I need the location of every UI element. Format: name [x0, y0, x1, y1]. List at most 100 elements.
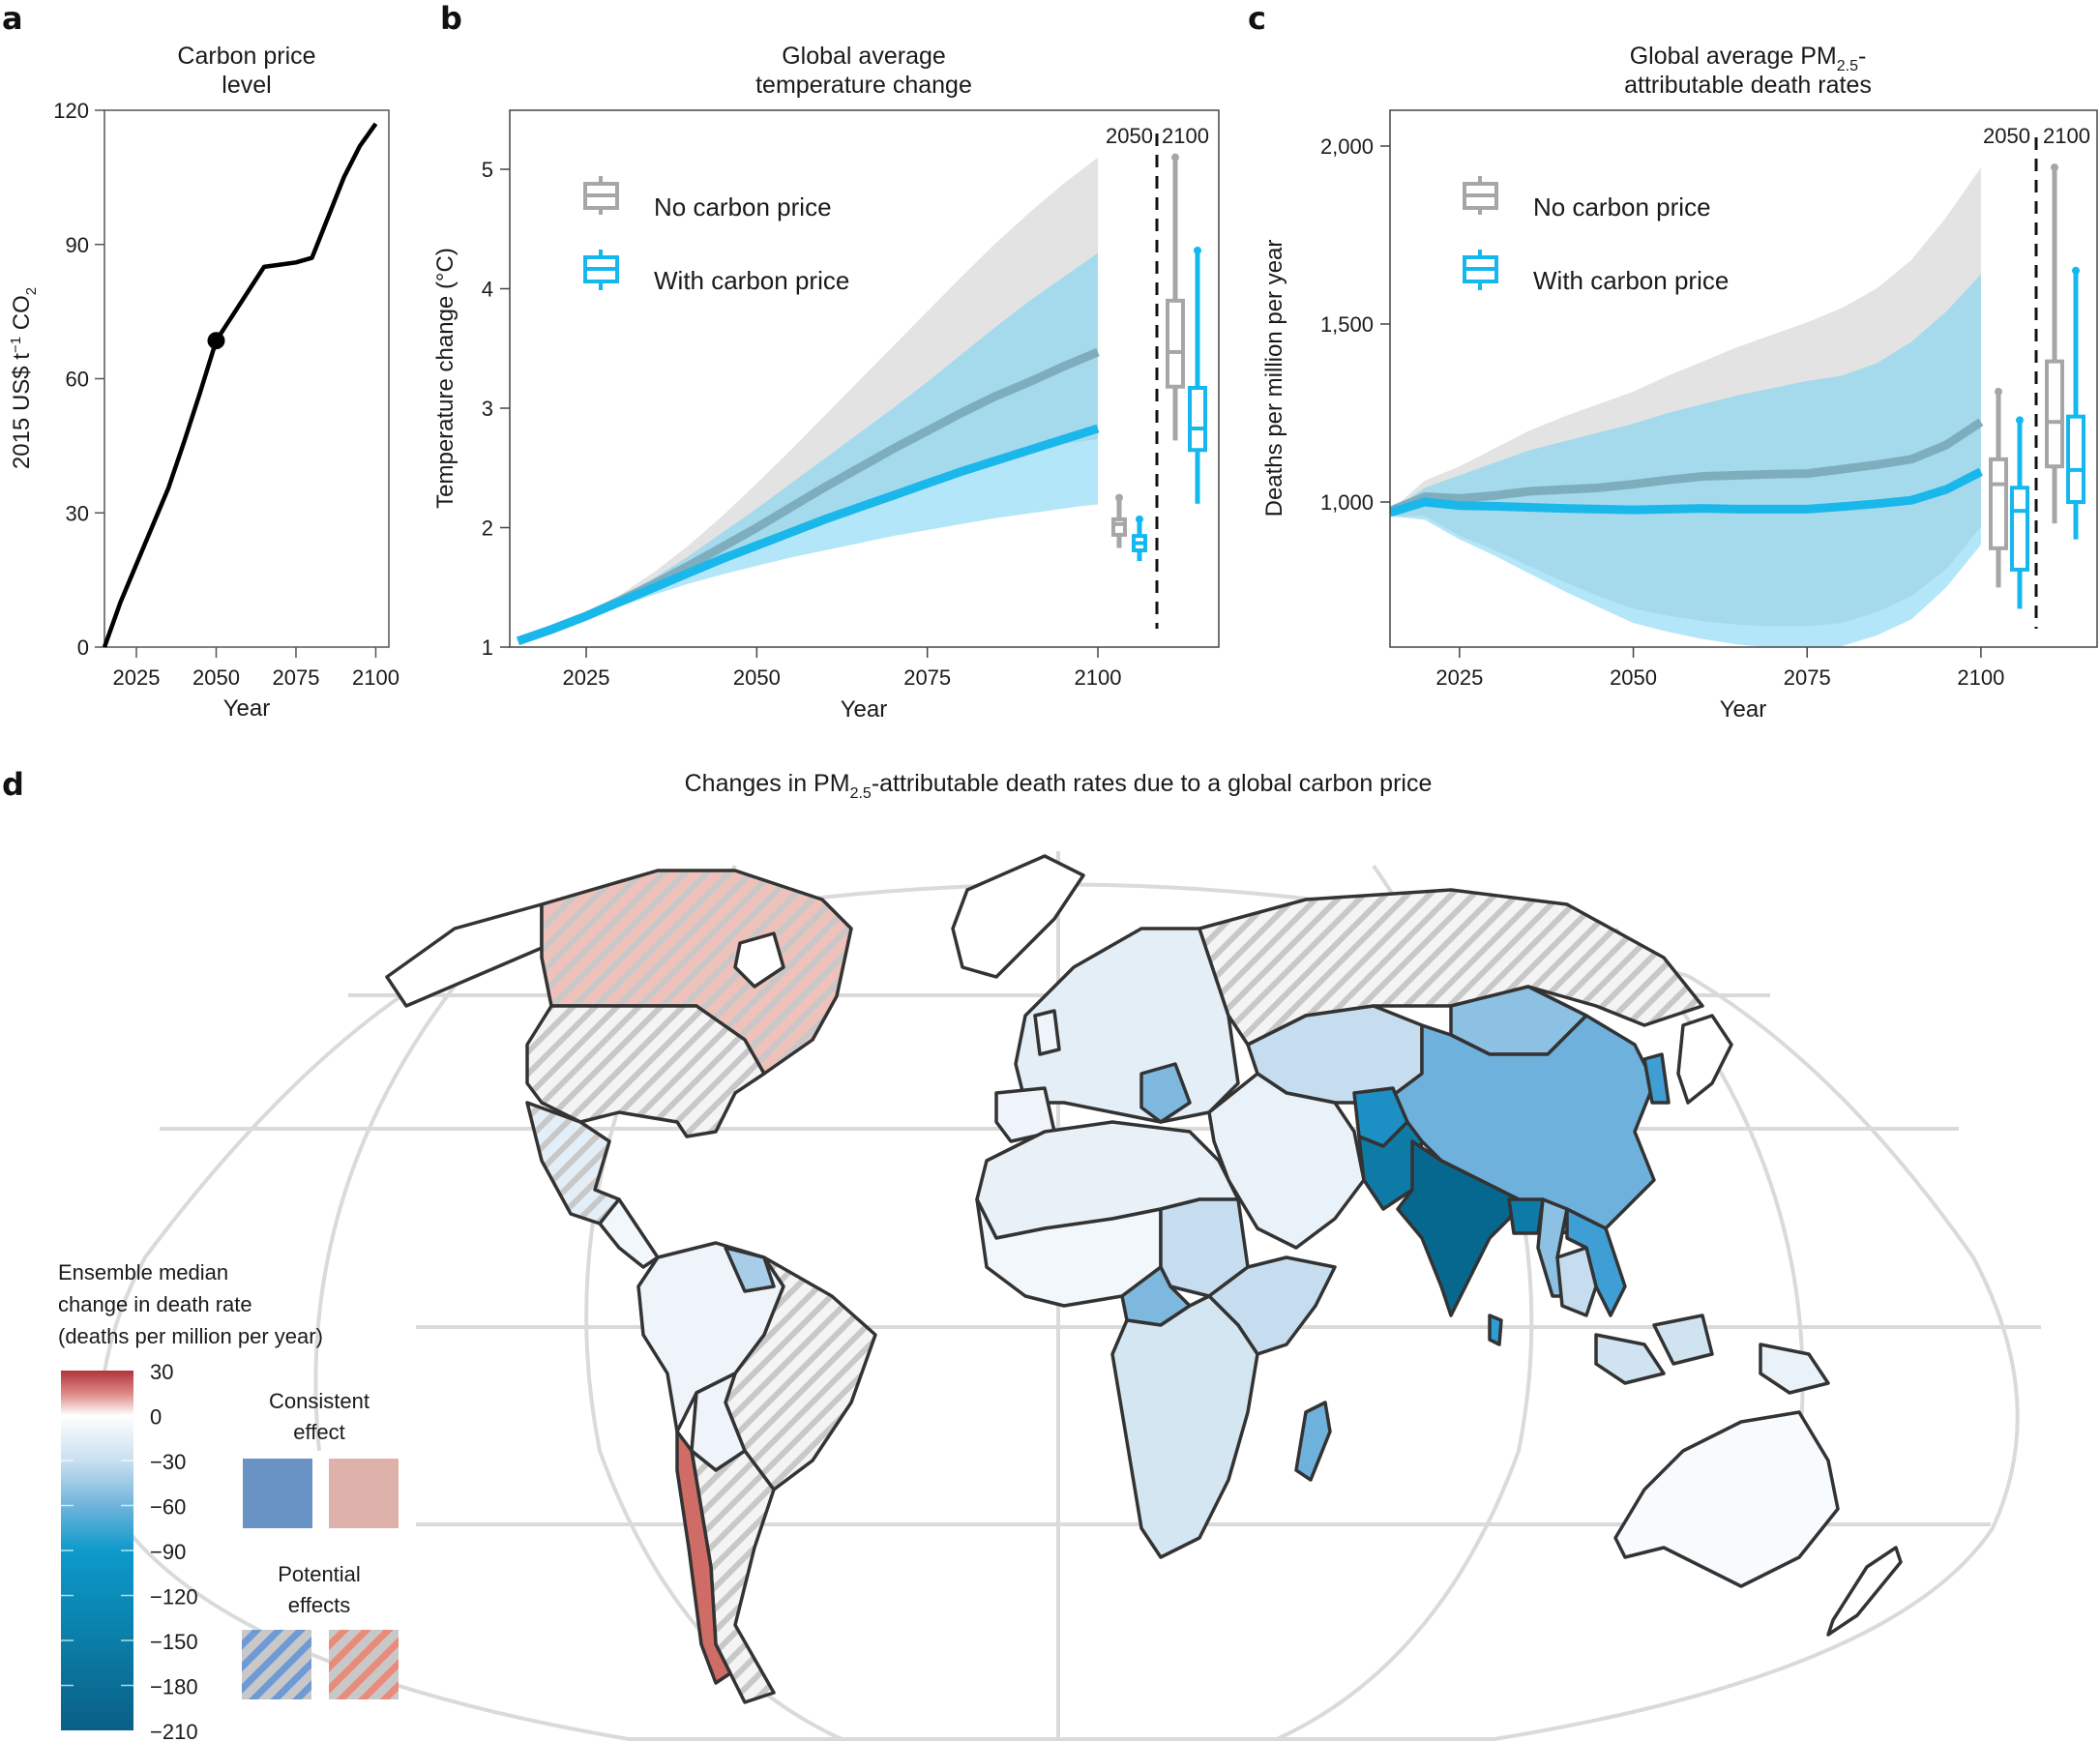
boxplot-box — [1166, 298, 1185, 389]
consistent-effect-title-line1: Consistent — [269, 1389, 370, 1413]
panel-c-title-subscript: 2.5 — [1837, 58, 1858, 74]
map-title-pm: Changes in PM — [685, 770, 850, 797]
consistent-effect-blue-swatch — [243, 1459, 312, 1528]
panel-c-boxplot-label-2050: 2050 — [1983, 124, 2030, 148]
panel-a-ytick-label: 60 — [66, 368, 89, 392]
boxplot-box — [1989, 457, 2008, 550]
country-greenland — [951, 854, 1085, 979]
colorbar-tick-label: −60 — [150, 1495, 186, 1520]
country-korea — [1642, 1052, 1671, 1105]
boxplot-outlier — [2016, 416, 2024, 425]
panel-b-xtick-label: 2050 — [733, 665, 781, 690]
panel-b-xtick-label: 2025 — [563, 665, 610, 690]
panel-b-xtick-label: 2075 — [903, 665, 951, 690]
potential-effects-title-line1: Potential — [278, 1562, 361, 1586]
country-australia — [1613, 1410, 1840, 1588]
panel-a-title-line2: level — [222, 72, 271, 99]
panel-a-ylabel-subscript: 2 — [23, 287, 40, 295]
panel-c-plot-frame — [1389, 109, 2098, 648]
map-title-subscript: 2.5 — [850, 785, 872, 802]
legend-swatch-no-carbon-price — [583, 176, 619, 215]
country-alaska — [385, 902, 544, 1008]
panel-a-plot-frame — [104, 109, 390, 648]
colorbar-title-line1: Ensemble median — [58, 1260, 228, 1284]
boxplot-outlier — [1171, 153, 1179, 162]
panel-c-ylabel: Deaths per million per year — [1261, 240, 1287, 517]
colorbar-tick-label: −210 — [150, 1720, 198, 1742]
panel-b-xlabel: Year — [841, 696, 888, 723]
band-with-carbon-price — [518, 252, 1098, 641]
panel-a-ytick-label: 0 — [77, 635, 89, 660]
legend-swatch-no-carbon-price — [1463, 176, 1498, 215]
legend-swatch-with-carbon-price — [1463, 250, 1498, 290]
country-guyana-suriname — [724, 1246, 776, 1293]
panel-label-c: c — [1248, 0, 1266, 37]
panel-c-xtick-label: 2100 — [1957, 665, 2004, 690]
panel-b-legend: No carbon price With carbon price — [583, 176, 849, 295]
country-sri-lanka — [1488, 1314, 1503, 1346]
colorbar-tick-label: −90 — [150, 1540, 186, 1564]
boxplot-2050-with-carbon-price — [1132, 515, 1147, 562]
country-indonesia-west — [1594, 1333, 1666, 1385]
panel-c-xtick-label: 2025 — [1435, 665, 1483, 690]
band-with-carbon-price — [1390, 274, 1981, 627]
legend-swatch-with-carbon-price — [583, 250, 619, 290]
boxplot-outlier — [1995, 387, 2002, 396]
panel-a-title-line1: Carbon price — [177, 43, 315, 70]
colorbar-tick-label: −30 — [150, 1450, 186, 1474]
panel-b-boxplot-label-2100: 2100 — [1162, 124, 1209, 148]
consistent-effect-red-swatch — [329, 1459, 399, 1528]
panel-b-ytick-label: 1 — [482, 635, 493, 660]
country-uk — [1033, 1009, 1061, 1056]
panel-c-ytick-label: 2,000 — [1320, 134, 1374, 159]
boxplot-box — [2010, 486, 2029, 572]
panel-label-a: a — [2, 0, 23, 37]
panel-a-ylabel-text: 2015 US$ t — [9, 353, 35, 469]
panel-a-carbon-price: Carbon price level 0 30 60 90 120 2025 2050 20… — [8, 43, 399, 722]
region-balkans — [1139, 1062, 1192, 1124]
panel-a-ylabel-superscript: −1 — [8, 337, 24, 353]
panel-b-ytick-label: 2 — [482, 517, 493, 541]
panel-d-map: Changes in PM2.5-attributable death rate… — [58, 770, 2041, 1742]
panel-b-xtick-label: 2100 — [1075, 665, 1122, 690]
boxplot-box — [2045, 359, 2064, 469]
panel-a-ylabel: 2015 US$ t−1 CO2 — [8, 287, 40, 469]
boxplot-outlier — [1136, 515, 1143, 523]
region-central-southern-africa — [1110, 1294, 1259, 1559]
boxplot-outlier — [1115, 493, 1123, 502]
panel-c-ytick-label: 1,000 — [1320, 490, 1374, 515]
panel-c-ytick-label: 1,500 — [1320, 312, 1374, 337]
country-united-states — [525, 1004, 766, 1138]
country-japan — [1676, 1014, 1733, 1105]
country-new-zealand — [1826, 1546, 1903, 1637]
panel-b-temperature: Global average temperature change 12345 … — [432, 43, 1220, 723]
panel-a-xtick-label: 2100 — [352, 665, 399, 690]
boxplot-box — [1188, 386, 1207, 453]
median-line-with-carbon-price — [1390, 467, 1983, 517]
median-line-no-carbon-price — [1390, 418, 1984, 516]
panel-c-legend: No carbon price With carbon price — [1463, 176, 1729, 295]
panel-b-ytick-label: 3 — [482, 397, 493, 421]
panel-a-xtick-label: 2050 — [192, 665, 240, 690]
boxplot-2100-no-carbon-price — [2045, 163, 2064, 524]
panel-b-title-line2: temperature change — [755, 72, 972, 99]
graticule-meridian-w2 — [313, 927, 505, 1452]
country-papua-new-guinea — [1759, 1343, 1830, 1395]
panel-c-death-rates: Global average PM2.5- attributable death… — [1261, 43, 2098, 723]
band-with-carbon-price-lower — [518, 439, 1098, 641]
boxplot-box — [2066, 414, 2085, 504]
panel-a-xtick-label: 2075 — [273, 665, 320, 690]
panel-c-xtick-label: 2050 — [1610, 665, 1657, 690]
colorbar-title-line2: change in death rate — [58, 1292, 252, 1316]
colorbar-tick-label: 30 — [150, 1360, 173, 1384]
colorbar-tick-label: −150 — [150, 1630, 198, 1654]
panel-b-ytick-label: 5 — [482, 158, 493, 182]
panel-c-boxplot-label-2100: 2100 — [2043, 124, 2090, 148]
region-thailand-cambodia — [1555, 1246, 1598, 1317]
panel-a-ytick-label: 30 — [66, 501, 89, 525]
panel-a-xlabel: Year — [223, 695, 271, 722]
panel-label-b: b — [440, 0, 462, 37]
panel-c-title-line1: Global average PM2.5- — [1630, 43, 1867, 74]
legend-label-no-carbon-price: No carbon price — [1533, 192, 1711, 221]
boxplot-2100-with-carbon-price — [2066, 266, 2085, 540]
